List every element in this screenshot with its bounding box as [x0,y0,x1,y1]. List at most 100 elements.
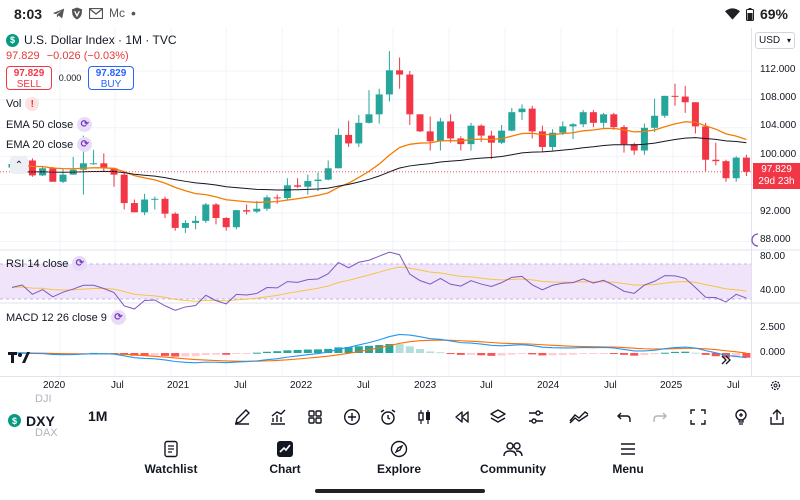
indicator-ema20[interactable]: EMA 20 close ⟳ [6,137,93,152]
macd-hist-bar [558,353,567,356]
alert-icon[interactable]: ! [25,97,40,111]
macd-hist-bar [660,352,669,354]
time-axis[interactable]: 2020 Jul 2021 Jul 2022 Jul 2023 Jul 2024… [0,378,800,394]
symbol-switcher[interactable]: DJI $ DXY DAX [8,393,58,439]
candle [447,121,455,139]
symbol-name[interactable]: DXY [26,412,55,429]
candle [528,108,536,132]
candle [416,114,424,132]
drawing-pen-icon[interactable] [231,406,253,428]
buy-button[interactable]: 97.829 BUY [88,66,134,90]
nav-community[interactable]: Community [468,438,558,476]
indicator-rsi[interactable]: RSI 14 close ⟳ [6,256,88,271]
symbol-title-row[interactable]: $ U.S. Dollar Index · 1M · TVC [6,33,176,47]
nav-watchlist[interactable]: Watchlist [126,438,216,476]
nav-chart[interactable]: Chart [240,438,330,476]
candle [314,179,322,182]
interval-button[interactable]: 1M [88,408,108,424]
scale-circle-icon[interactable] [748,233,758,247]
trade-buttons: 97.829 SELL 0.000 97.829 BUY [6,66,134,90]
candle [273,197,281,199]
buy-label: BUY [100,79,122,90]
candle [375,94,383,115]
indicator-macd[interactable]: MACD 12 26 close 9 ⟳ [6,310,126,325]
price-label: 100.000 [760,149,797,160]
collapse-legend-button[interactable]: ⌃ [10,156,28,174]
indicator-vol[interactable]: Vol ! [6,97,40,111]
templates-grid-icon[interactable] [304,406,326,428]
chart-legend[interactable]: $ U.S. Dollar Index · 1M · TVC 97.829 −0… [6,33,176,62]
candle [324,168,332,180]
candle [304,181,312,187]
alarm-clock-icon[interactable] [377,406,399,428]
home-indicator[interactable] [315,489,485,493]
macd-hist-bar [507,353,516,355]
loading-icon[interactable]: ⟳ [110,310,126,325]
nav-menu[interactable]: Menu [583,438,673,476]
macd-hist-bar [487,353,496,356]
macd-hist-bar [477,353,486,356]
macd-hist-bar [538,353,547,356]
status-time: 8:03 [14,6,43,22]
status-bar: 8:03 Mc • 69% [0,0,800,30]
chart-icon [277,441,293,457]
macd-hist-bar [293,349,302,353]
chart-canvas[interactable] [0,28,800,400]
ema20-line [11,121,747,204]
candle [691,102,699,127]
time-label: 2024 [537,380,560,391]
share-icon[interactable] [766,406,788,428]
macd-hist-bar [589,353,598,354]
loading-icon[interactable]: ⟳ [77,117,93,132]
macd-hist-bar [191,353,200,357]
candle [559,126,567,133]
sell-price: 97.829 [13,68,45,79]
macd-hist-bar [395,344,404,353]
layers-icon[interactable] [487,406,509,428]
candle [100,163,108,169]
idea-lightbulb-icon[interactable] [730,406,752,428]
compare-icon[interactable] [568,406,590,428]
gmail-icon [89,7,103,19]
candle [355,122,363,144]
macd-hist-bar [263,351,271,353]
ema20-label: EMA 20 close [6,138,74,151]
rsi-label: RSI 14 close [6,257,69,270]
currency-label: USD [759,35,781,46]
candle [345,134,353,144]
macd-hist-bar [201,353,210,356]
goto-realtime-icon[interactable] [720,354,732,366]
macd-hist-bar [609,353,618,354]
candles-type-icon[interactable] [414,406,436,428]
currency-selector[interactable]: USD ▾ [755,32,795,49]
indicators-icon[interactable] [267,406,289,428]
candle [79,163,87,170]
macd-hist-bar [130,353,139,356]
settings-icon[interactable] [769,379,782,392]
candle [467,125,475,145]
macd-hist-bar [640,353,649,356]
macd-hist-bar [681,351,690,353]
settings-sliders-icon[interactable] [525,406,547,428]
replay-icon[interactable] [451,406,473,428]
watchlist-icon [164,440,178,458]
nav-explore[interactable]: Explore [354,438,444,476]
loading-icon[interactable]: ⟳ [72,256,88,271]
sell-button[interactable]: 97.829 SELL [6,66,52,90]
candle [212,204,220,218]
redo-icon[interactable] [649,406,671,428]
macd-hist-bar [599,353,608,354]
fullscreen-icon[interactable] [687,406,709,428]
macd-hist-bar [222,353,231,355]
indicator-ema50[interactable]: EMA 50 close ⟳ [6,117,93,132]
candle [161,198,169,214]
loading-icon[interactable]: ⟳ [77,137,93,152]
rsi-axis-label: 80.00 [760,251,786,262]
macd-hist-bar [273,351,282,353]
undo-icon[interactable] [613,406,635,428]
symbol-title[interactable]: U.S. Dollar Index · 1M · TVC [24,33,177,47]
candle [732,157,740,179]
candle [569,124,577,127]
dollar-logo-icon: $ [6,33,19,47]
add-plus-icon[interactable] [341,406,363,428]
